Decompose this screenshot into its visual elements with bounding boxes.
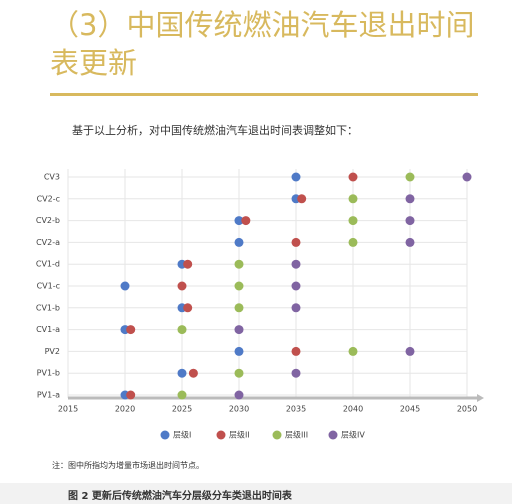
y-tick-label: PV1-b	[37, 369, 60, 378]
caption: 图 2 更新后传统燃油汽车分层级分车类退出时间表	[68, 491, 292, 502]
legend-marker	[328, 430, 338, 440]
x-tick-label: 2045	[400, 405, 420, 414]
point	[405, 172, 415, 182]
point	[177, 390, 187, 400]
point	[291, 303, 301, 313]
point	[177, 281, 187, 291]
legend-marker	[272, 430, 282, 440]
point	[177, 368, 187, 378]
x-tick-label: 2030	[229, 405, 249, 414]
point	[291, 368, 301, 378]
x-tick-label: 2040	[343, 405, 363, 414]
point	[405, 237, 415, 247]
y-tick-label: PV1-a	[37, 391, 60, 400]
point	[405, 216, 415, 226]
legend-marker	[160, 430, 170, 440]
point	[348, 172, 358, 182]
rule	[50, 93, 478, 96]
x-tick-label: 2035	[286, 405, 306, 414]
point	[348, 346, 358, 356]
y-tick-label: CV1-b	[36, 303, 60, 312]
point	[405, 194, 415, 204]
point	[234, 237, 244, 247]
point	[291, 346, 301, 356]
x-tick-label: 2020	[115, 405, 135, 414]
y-tick-label: CV2-a	[36, 238, 60, 247]
legend-label: 层级III	[285, 430, 308, 440]
point	[234, 368, 244, 378]
caption-band: 图 2 更新后传统燃油汽车分层级分车类退出时间表	[0, 483, 512, 504]
axis-arrow	[477, 394, 484, 402]
point	[348, 216, 358, 226]
point	[234, 281, 244, 291]
point	[291, 281, 301, 291]
point	[126, 325, 136, 335]
point	[234, 216, 244, 226]
y-tick-label: CV1-a	[36, 325, 60, 334]
point	[234, 346, 244, 356]
point	[291, 172, 301, 182]
point	[241, 216, 251, 226]
y-tick-label: CV2-b	[36, 216, 60, 225]
legend-label: 层级IV	[341, 430, 365, 440]
y-tick-label: PV2	[45, 347, 60, 356]
point	[348, 194, 358, 204]
point	[234, 390, 244, 400]
title: （3）中国传统燃油汽车退出时间表更新	[50, 8, 475, 80]
point	[120, 281, 130, 291]
point	[188, 368, 198, 378]
x-tick-label: 2050	[457, 405, 477, 414]
point	[291, 259, 301, 269]
point	[234, 303, 244, 313]
y-tick-label: CV2-c	[37, 194, 60, 203]
point	[234, 325, 244, 335]
legend-marker	[216, 430, 226, 440]
point	[234, 259, 244, 269]
legend-label: 层级II	[229, 430, 250, 440]
point	[183, 259, 193, 269]
x-tick-label: 2025	[172, 405, 192, 414]
legend-label: 层级I	[173, 430, 191, 440]
point	[297, 194, 307, 204]
point	[183, 303, 193, 313]
point	[462, 172, 472, 182]
point	[405, 346, 415, 356]
point	[126, 390, 136, 400]
point	[348, 237, 358, 247]
point	[177, 325, 187, 335]
note: 注：图中所指均为增量市场退出时间节点。	[52, 461, 204, 470]
y-tick-label: CV1-d	[36, 260, 60, 269]
x-tick-label: 2015	[58, 405, 78, 414]
chart: CV3 CV2-c CV2-b CV2-a CV1-d CV1-c CV1-b CV1-a PV…	[36, 169, 484, 440]
intro: 基于以上分析，对中国传统燃油汽车退出时间表调整如下：	[72, 124, 358, 137]
y-tick-label: CV3	[44, 173, 60, 182]
y-tick-label: CV1-c	[37, 282, 60, 291]
point	[291, 237, 301, 247]
